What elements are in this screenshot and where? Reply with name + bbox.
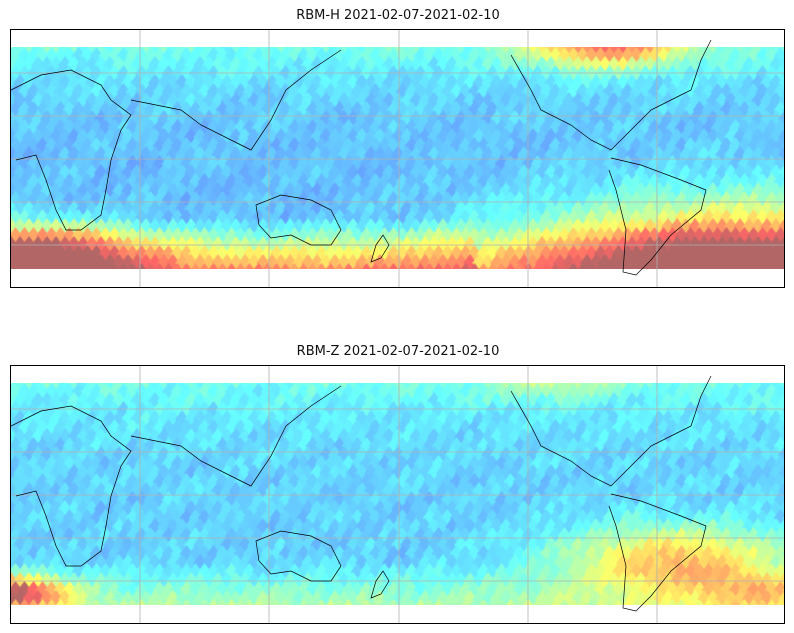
map-panel-h — [10, 29, 785, 288]
coastline — [130, 385, 342, 487]
map-overlay-h — [11, 30, 784, 287]
coastline — [608, 157, 707, 276]
coastline — [370, 234, 390, 263]
map-overlay-z — [11, 366, 784, 623]
coastline — [608, 493, 707, 612]
coastline — [11, 69, 132, 231]
coastline — [510, 39, 712, 151]
coastline — [510, 375, 712, 487]
coastline — [11, 405, 132, 567]
coastline — [255, 530, 342, 582]
coastline — [130, 49, 342, 151]
coastline — [255, 194, 342, 246]
panel-title-z: RBM-Z 2021-02-07-2021-02-10 — [296, 344, 500, 359]
panel-title-h: RBM-H 2021-02-07-2021-02-10 — [296, 8, 500, 23]
coastline — [370, 570, 390, 599]
map-panel-z — [10, 365, 785, 624]
